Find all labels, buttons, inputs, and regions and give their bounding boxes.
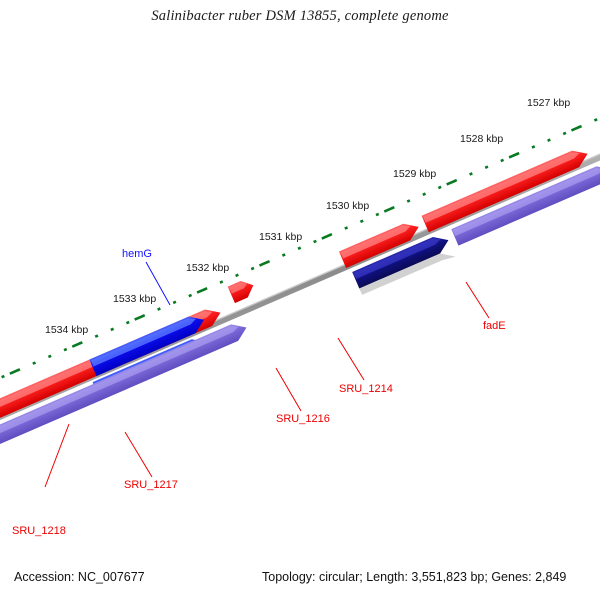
gene-arrow-fadE-rev[interactable] <box>451 161 600 246</box>
gene-arrow-SRU_1217[interactable] <box>227 277 257 304</box>
gene-label-SRU_1218[interactable]: SRU_1218 <box>12 525 66 537</box>
gene-arrow-SRU_1216[interactable] <box>338 219 422 269</box>
gene-arrow-fadE[interactable] <box>421 145 592 233</box>
forward-strand-track <box>0 145 592 442</box>
ruler-tick-label: 1529 kbp <box>393 168 436 180</box>
genome-stats-text: Topology: circular; Length: 3,551,823 bp… <box>262 570 567 584</box>
ruler-tick-label: 1531 kbp <box>259 231 302 243</box>
ruler-tick-labels: 1527 kbp 1528 kbp 1529 kbp 1530 kbp 1531… <box>45 97 570 336</box>
gene-label-SRU_1217[interactable]: SRU_1217 <box>124 479 178 491</box>
ruler-tick-label: 1532 kbp <box>186 262 229 274</box>
ruler-tick-label: 1530 kbp <box>326 200 369 212</box>
gene-label-fadE[interactable]: fadE <box>483 320 506 332</box>
reverse-strand-track <box>0 161 600 465</box>
gene-arrow-SRU_1218[interactable] <box>0 319 250 465</box>
gene-track-group <box>0 145 600 465</box>
gene-label-SRU_1216[interactable]: SRU_1216 <box>276 413 330 425</box>
ruler-tick-label: 1528 kbp <box>460 133 503 145</box>
leader-line-SRU_1214 <box>337 337 365 381</box>
leader-line-SRU_1217 <box>124 431 153 478</box>
leader-line-SRU_1218 <box>44 423 70 488</box>
gene-label-SRU_1214[interactable]: SRU_1214 <box>339 383 393 395</box>
ruler-tick-label: 1533 kbp <box>113 293 156 305</box>
gene-arrow-SRU_1214[interactable] <box>352 232 456 297</box>
leader-line-hemG <box>145 261 171 306</box>
page-title: Salinibacter ruber DSM 13855, complete g… <box>151 8 449 24</box>
leader-line-SRU_1216 <box>275 367 302 412</box>
gene-labels: hemG fadE SRU_1214 SRU_1216 SRU_1217 SRU… <box>12 248 506 537</box>
leader-line-fadE <box>465 281 490 319</box>
ruler-tick-label: 1534 kbp <box>45 324 88 336</box>
ruler-tick-label: 1527 kbp <box>527 97 570 109</box>
gene-arrow-hemG-a[interactable] <box>89 311 207 377</box>
accession-text: Accession: NC_007677 <box>14 570 145 584</box>
gene-label-hemG[interactable]: hemG <box>122 248 152 260</box>
scale-ruler <box>0 116 600 380</box>
